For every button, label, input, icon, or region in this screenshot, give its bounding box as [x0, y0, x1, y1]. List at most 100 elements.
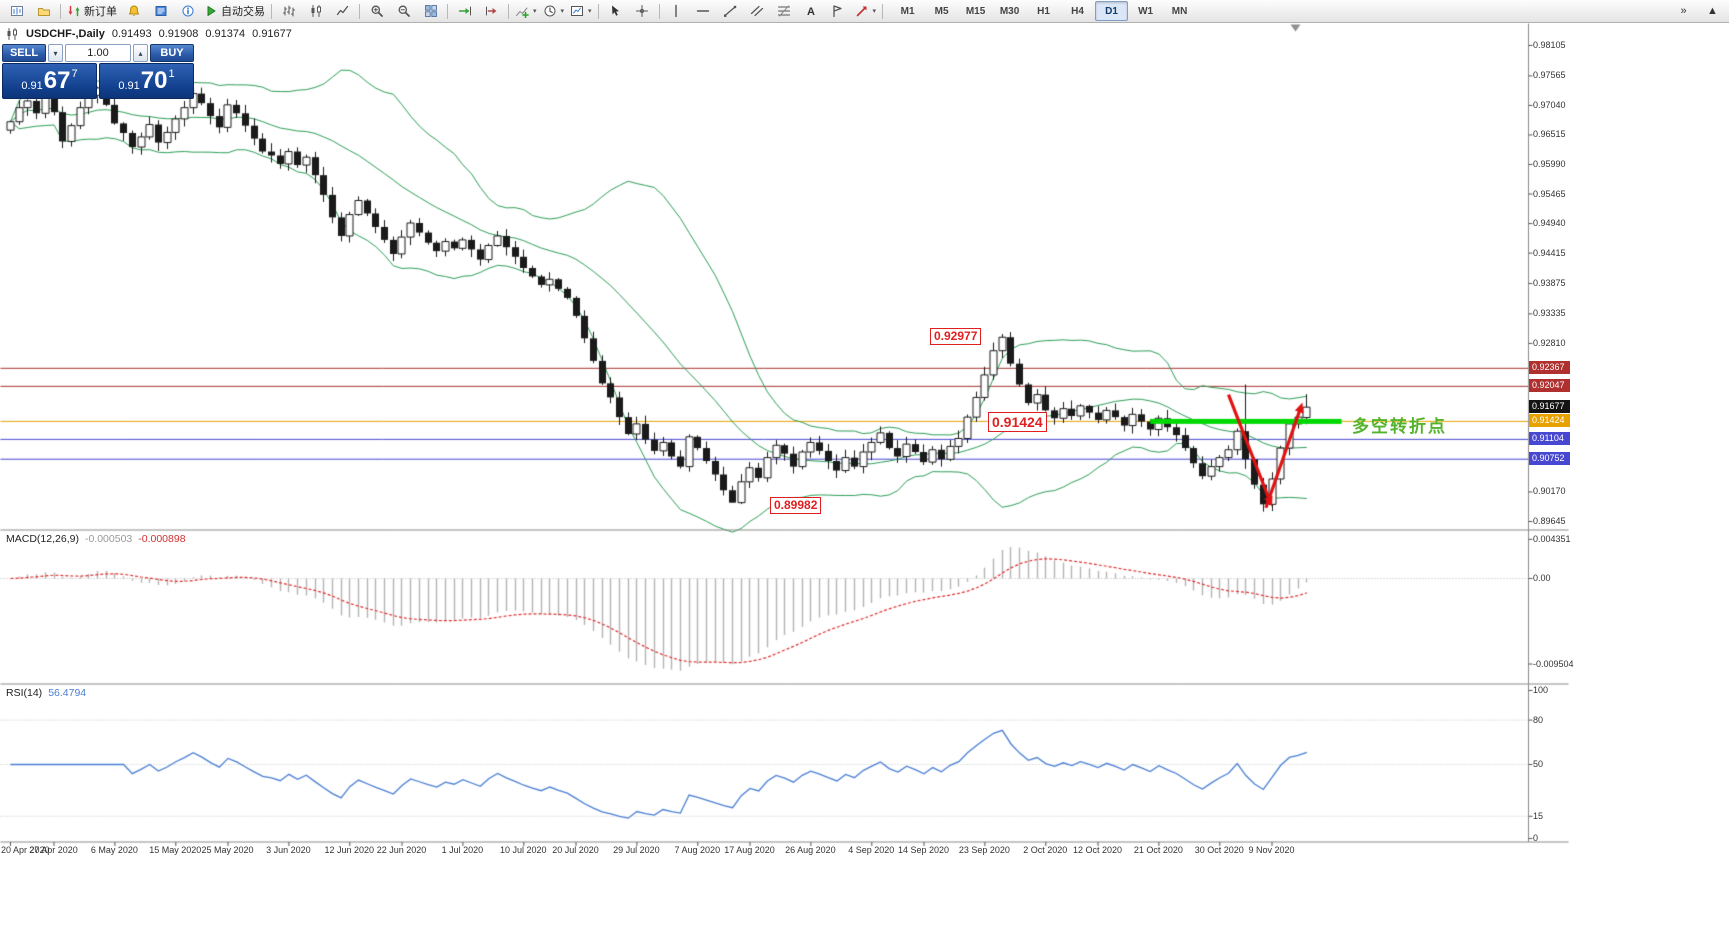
fibonacci-icon[interactable]	[771, 1, 798, 22]
zoom-in-icon[interactable]	[363, 1, 390, 22]
chart-shift-icon[interactable]	[478, 1, 505, 22]
symbol-period-label: USDCHF-,Daily	[26, 28, 105, 40]
bar-chart-icon[interactable]	[275, 1, 302, 22]
sell-price-point: 7	[71, 68, 78, 80]
toolbar-overflow-icon[interactable]: »	[1680, 5, 1687, 17]
ohlc-low: 0.91374	[205, 28, 246, 40]
candlestick-chart-icon[interactable]	[302, 1, 329, 22]
timeframe-d1[interactable]: D1	[1095, 1, 1129, 21]
pivot-price-badge: 0.91424	[1529, 414, 1570, 428]
dropdown-caret-icon: ▾	[533, 8, 537, 15]
timeframe-h4[interactable]: H4	[1071, 5, 1084, 17]
price-tick-label: 0.96515	[1533, 129, 1566, 140]
zoomin-icon	[370, 4, 384, 18]
volume-increase-button[interactable]: ▴	[133, 44, 148, 62]
rsi-tick-label: 100	[1533, 685, 1549, 695]
trend-icon	[723, 4, 737, 18]
periods-icon[interactable]: ▾	[540, 1, 568, 22]
newchart-icon	[10, 4, 24, 18]
new-chart-icon[interactable]	[3, 1, 30, 22]
dropdown-caret-icon: ▾	[872, 8, 877, 15]
equidistant-channel-icon[interactable]	[744, 1, 771, 22]
buy-price-prefix: 0.91	[118, 80, 140, 92]
rsi-tick-label: 15	[1533, 810, 1544, 821]
chart-symbol-info: USDCHF-,Daily 0.91493 0.91908 0.91374 0.…	[5, 27, 292, 41]
cursor-icon[interactable]	[602, 1, 629, 22]
indicators-icon[interactable]: ▾	[512, 1, 540, 22]
trendline-icon[interactable]	[717, 1, 744, 22]
price-tick-label: 0.89645	[1533, 515, 1566, 526]
timeframe-w1[interactable]: W1	[1138, 5, 1154, 17]
bars-icon	[282, 4, 296, 18]
svg-text:A: A	[807, 6, 815, 18]
profiles-icon	[37, 4, 51, 18]
alert-icon[interactable]	[120, 1, 147, 22]
templates-icon[interactable]: ▾	[567, 1, 595, 22]
macd-tick-label: 0.004351	[1533, 533, 1571, 544]
chart-profiles-icon[interactable]	[30, 1, 57, 22]
timeframe-h1[interactable]: H1	[1037, 5, 1050, 17]
resistance-price-badge: 0.92047	[1529, 379, 1570, 393]
autotrading-button[interactable]: 自动交易	[201, 1, 268, 22]
arrows-objects-icon[interactable]: ▾	[852, 1, 880, 22]
toolbar-separator	[271, 3, 272, 19]
sell-price-display[interactable]: 0.91 67 7	[2, 63, 97, 99]
sell-button[interactable]: SELL	[2, 44, 46, 62]
macd-label: MACD(12,26,9) -0.000503 -0.000898	[6, 533, 186, 545]
toolbar-separator	[447, 3, 448, 19]
buy-button[interactable]: BUY	[150, 44, 194, 62]
help-icon[interactable]	[174, 1, 201, 22]
timeframe-m15[interactable]: M15	[965, 5, 986, 17]
vline-icon	[669, 4, 683, 18]
toolbar-separator	[658, 3, 660, 19]
channel-icon	[750, 4, 764, 18]
price-callout-pivot: 0.91424	[988, 412, 1047, 432]
sell-price-prefix: 0.91	[21, 80, 43, 92]
vertical-line-icon[interactable]	[663, 1, 690, 22]
rsi-label: RSI(14) 56.4794	[6, 687, 86, 699]
macd-tick-label: 0.00	[1533, 573, 1551, 583]
zoom-out-icon[interactable]	[390, 1, 417, 22]
tile-icon	[424, 4, 438, 18]
buy-price-display[interactable]: 0.91 70 1	[99, 63, 194, 99]
price-tick-label: 0.93335	[1533, 308, 1566, 319]
hline-icon	[696, 4, 710, 18]
timeframe-m1[interactable]: M1	[900, 5, 915, 17]
news-icon[interactable]	[147, 1, 174, 22]
toolbar-separator	[508, 3, 509, 19]
current-price-badge: 0.91677	[1529, 400, 1570, 414]
template-icon	[570, 4, 584, 18]
new-order-button[interactable]: 新订单	[64, 1, 120, 22]
rsi-name: RSI(14)	[6, 687, 43, 699]
volume-decrease-button[interactable]: ▾	[48, 44, 63, 62]
alert-icon	[127, 4, 141, 18]
crosshair-icon	[635, 4, 649, 18]
fibo-icon	[777, 4, 791, 18]
tile-windows-icon[interactable]	[417, 1, 444, 22]
timeframe-mn[interactable]: MN	[1171, 5, 1188, 17]
shapes-icon	[855, 4, 869, 18]
buy-price-point: 1	[168, 68, 175, 80]
text-icon[interactable]: A	[798, 1, 825, 22]
price-tick-label: 0.97565	[1533, 70, 1566, 81]
support-price-badge: 0.91104	[1529, 432, 1570, 446]
turning-point-annotation: 多空转折点	[1352, 417, 1447, 436]
scroll-up-icon[interactable]: ▲	[1707, 5, 1718, 17]
timeframe-m30[interactable]: M30	[999, 5, 1020, 17]
resistance-price-badge: 0.92367	[1529, 361, 1570, 375]
ohlc-close: 0.91677	[252, 28, 292, 40]
text-label-icon[interactable]	[825, 1, 852, 22]
linechart-icon	[336, 4, 350, 18]
price-callout-low: 0.89982	[770, 497, 822, 514]
crosshair-icon[interactable]	[629, 1, 656, 22]
timeframe-m5[interactable]: M5	[934, 5, 949, 17]
volume-input[interactable]	[65, 44, 131, 62]
macd-name: MACD(12,26,9)	[6, 533, 79, 545]
horizontal-line-icon[interactable]	[690, 1, 717, 22]
price-axis: 0.98105 0.97565 0.97040 0.96515 0.95990 0.954…	[1529, 0, 1729, 942]
shift-icon	[485, 4, 499, 18]
auto-scroll-icon[interactable]	[451, 1, 478, 22]
price-tick-label: 0.90170	[1533, 486, 1566, 497]
line-chart-icon[interactable]	[329, 1, 356, 22]
